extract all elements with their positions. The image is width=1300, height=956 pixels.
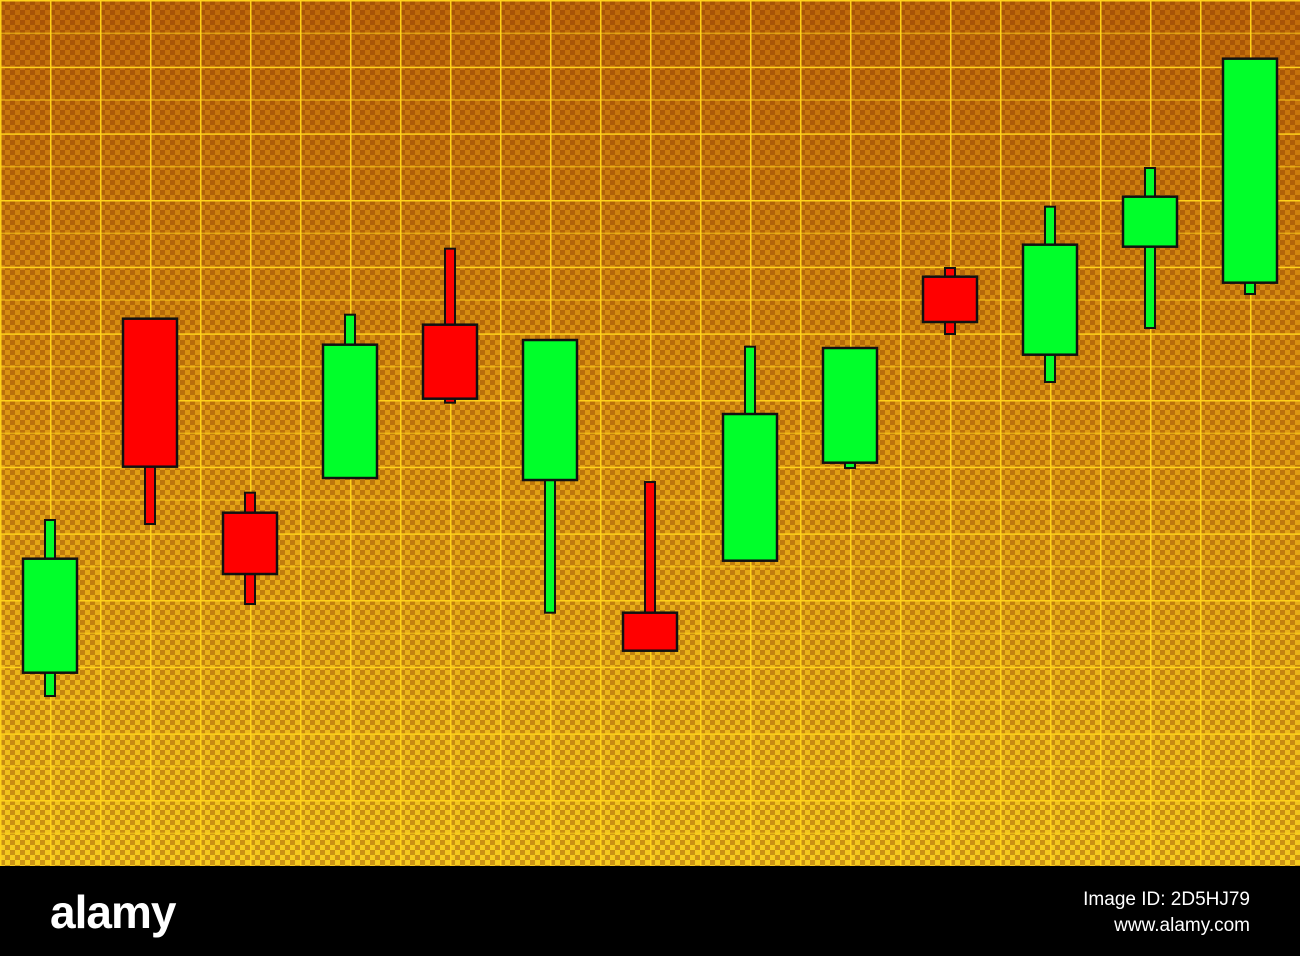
candle-body [321,343,379,480]
footer-band [0,866,1300,956]
candle-body [521,338,579,482]
footer-image-id: Image ID: 2D5HJ79 [1083,889,1250,910]
footer-brand: alamy [50,886,177,938]
candle-body [1021,243,1079,356]
candle-wick [1144,167,1156,330]
candle-body [1121,195,1179,248]
candle-body [1221,57,1279,284]
candle-body [721,412,779,562]
grid-pattern [0,0,1300,866]
candle-body [621,611,679,652]
candle-body [21,557,79,674]
candle-body [121,317,179,468]
candle-body [221,511,279,576]
candle-body [921,275,979,324]
candle-body [421,323,479,400]
footer-url: www.alamy.com [1113,915,1250,936]
candle-body [821,346,879,464]
